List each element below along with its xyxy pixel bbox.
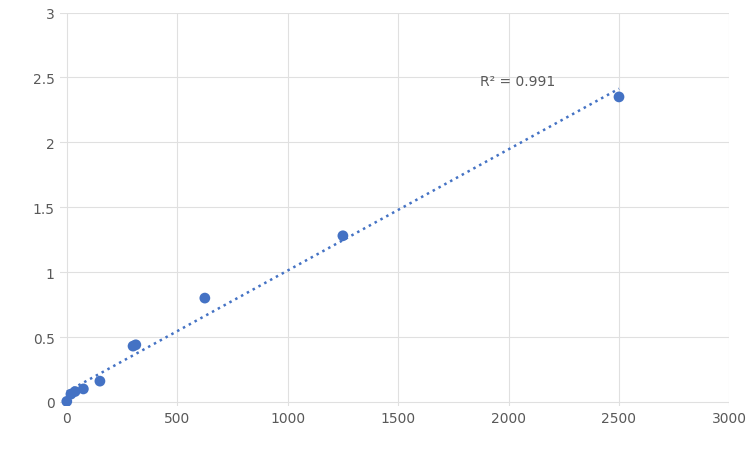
Point bbox=[65, 391, 77, 398]
Point bbox=[613, 94, 625, 101]
Text: R² = 0.991: R² = 0.991 bbox=[480, 75, 555, 89]
Point bbox=[69, 388, 81, 395]
Point bbox=[130, 341, 142, 349]
Point bbox=[127, 343, 139, 350]
Point bbox=[61, 398, 73, 405]
Point bbox=[77, 386, 89, 393]
Point bbox=[199, 295, 211, 302]
Point bbox=[94, 377, 106, 385]
Point bbox=[337, 233, 349, 240]
